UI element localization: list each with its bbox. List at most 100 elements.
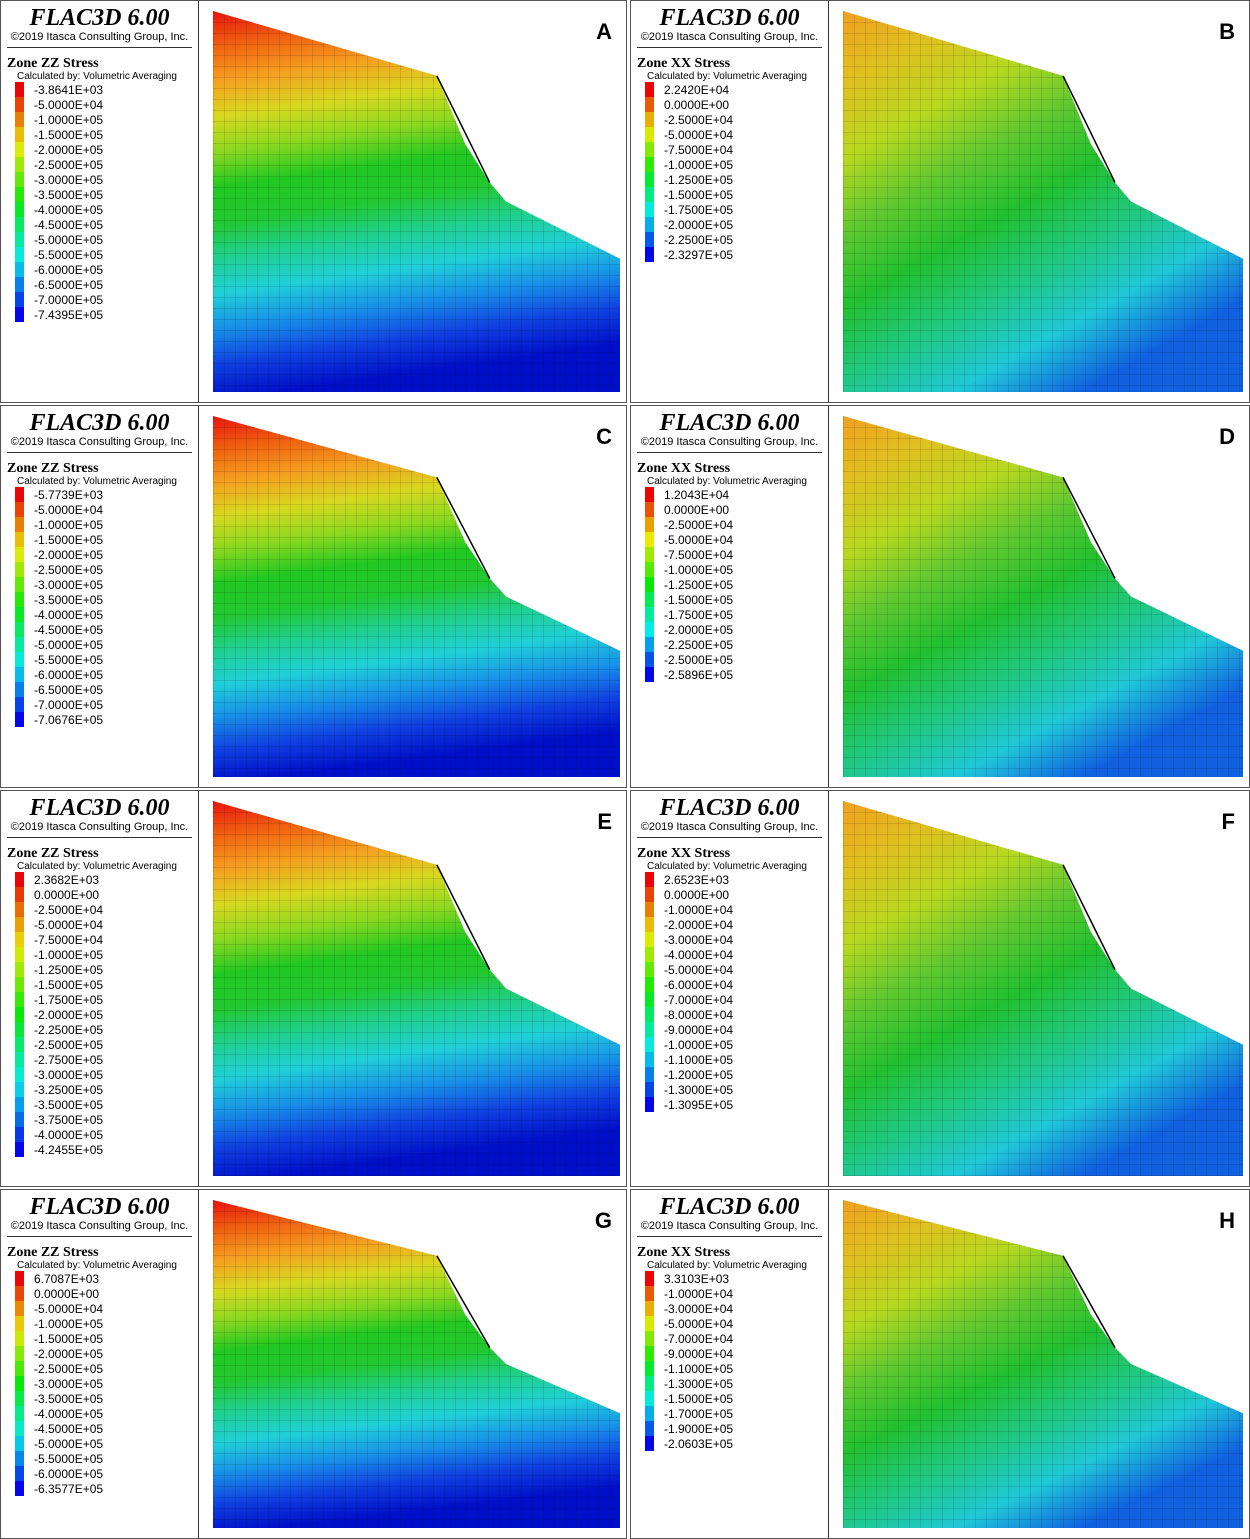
legend-row: -2.7500E+05 — [15, 1052, 192, 1067]
panel-label: C — [596, 424, 612, 449]
legend-swatch — [645, 1316, 654, 1331]
legend-swatch — [15, 637, 24, 652]
legend-swatch — [15, 917, 24, 932]
legend-swatch — [645, 1037, 654, 1052]
legend-row: -7.5000E+04 — [645, 142, 822, 157]
legend-row: -8.0000E+04 — [645, 1007, 822, 1022]
legend-entry: -2.5000E+05 — [664, 652, 734, 667]
legend-entry: -1.9000E+05 — [664, 1421, 734, 1436]
legend-entry: 2.2420E+04 — [664, 82, 730, 97]
legend-swatch — [645, 112, 654, 127]
legend-row: -5.5000E+05 — [15, 1451, 192, 1466]
legend-row: -3.0000E+04 — [645, 932, 822, 947]
legend-entry: -2.2500E+05 — [34, 1022, 104, 1037]
legend-swatch — [15, 1346, 24, 1361]
legend-swatch — [15, 487, 24, 502]
copyright: ©2019 Itasca Consulting Group, Inc. — [637, 31, 822, 48]
legend-swatch — [645, 592, 654, 607]
legend-row: -1.0000E+05 — [15, 947, 192, 962]
legend-row: -3.8641E+03 — [15, 82, 192, 97]
copyright: ©2019 Itasca Consulting Group, Inc. — [637, 1220, 822, 1237]
legend-entry: -4.5000E+05 — [34, 1421, 104, 1436]
legend-row: -2.2500E+05 — [15, 1022, 192, 1037]
legend-entry: -4.0000E+04 — [664, 947, 734, 962]
legend-swatch — [15, 932, 24, 947]
legend-row: -4.0000E+05 — [15, 202, 192, 217]
legend-entry: -1.5000E+05 — [34, 1331, 104, 1346]
legend-swatch — [645, 502, 654, 517]
legend-row: -5.7739E+03 — [15, 487, 192, 502]
legend-swatch — [15, 947, 24, 962]
legend-swatch — [15, 1391, 24, 1406]
legend-row: -2.2500E+05 — [645, 637, 822, 652]
legend-row: -2.0000E+05 — [15, 142, 192, 157]
legend-entry: -7.0676E+05 — [34, 712, 104, 727]
legend-row: -5.0000E+04 — [15, 1301, 192, 1316]
legend: FLAC3D 6.00 ©2019 Itasca Consulting Group… — [631, 406, 829, 787]
quantity: Zone ZZ Stress — [7, 846, 99, 861]
legend-row: -7.5000E+04 — [645, 547, 822, 562]
legend-row: -1.0000E+05 — [15, 112, 192, 127]
legend-row: -2.3297E+05 — [645, 247, 822, 262]
legend-swatch — [15, 682, 24, 697]
legend-swatch — [645, 1376, 654, 1391]
legend-swatch — [15, 142, 24, 157]
legend-entry: -5.0000E+04 — [34, 1301, 104, 1316]
mesh-overlay — [213, 416, 620, 777]
legend-row: -4.5000E+05 — [15, 622, 192, 637]
legend-entry: -1.3000E+05 — [664, 1376, 734, 1391]
legend-row: -2.0000E+05 — [645, 622, 822, 637]
legend-row: -2.2500E+05 — [645, 232, 822, 247]
legend-swatch — [645, 1286, 654, 1301]
legend-entry: -1.0000E+04 — [664, 1286, 734, 1301]
legend-swatch — [645, 1361, 654, 1376]
legend-swatch — [15, 172, 24, 187]
legend-swatch — [645, 1097, 654, 1112]
legend-swatch — [15, 127, 24, 142]
legend-swatch — [645, 962, 654, 977]
legend-row: -5.0000E+04 — [645, 962, 822, 977]
legend-row: -9.0000E+04 — [645, 1022, 822, 1037]
legend-row: -6.0000E+05 — [15, 667, 192, 682]
contour-plot — [213, 1200, 620, 1528]
legend-entry: -5.7739E+03 — [34, 487, 104, 502]
legend-row: -1.7500E+05 — [645, 607, 822, 622]
legend-swatch — [645, 622, 654, 637]
legend-row: -5.0000E+05 — [15, 637, 192, 652]
legend-row: -4.5000E+05 — [15, 1421, 192, 1436]
legend-entry: -1.0000E+05 — [34, 1316, 104, 1331]
legend-swatch — [15, 577, 24, 592]
legend-row: -7.5000E+04 — [15, 932, 192, 947]
legend-swatch — [645, 652, 654, 667]
legend-swatch — [15, 1301, 24, 1316]
legend-swatch — [15, 592, 24, 607]
legend-row: 0.0000E+00 — [645, 97, 822, 112]
legend-swatch — [15, 307, 24, 322]
legend-row: -1.0000E+04 — [645, 902, 822, 917]
legend-entry: -5.0000E+05 — [34, 637, 104, 652]
legend-entry: -1.0000E+04 — [664, 902, 734, 917]
legend-entry: -6.5000E+05 — [34, 682, 104, 697]
legend-swatch — [15, 532, 24, 547]
legend-row: 2.3682E+03 — [15, 872, 192, 887]
legend-swatch — [15, 517, 24, 532]
slope-line — [1062, 477, 1116, 579]
legend-row: -7.0000E+04 — [645, 1331, 822, 1346]
legend-swatch — [645, 562, 654, 577]
legend-row: -1.5000E+05 — [15, 532, 192, 547]
legend-swatch — [645, 1421, 654, 1436]
legend-entry: -1.5000E+05 — [34, 532, 104, 547]
legend-row: -1.5000E+05 — [645, 187, 822, 202]
legend-entry: -4.0000E+05 — [34, 1406, 104, 1421]
legend-entry: -7.0000E+04 — [664, 992, 734, 1007]
panel-label: A — [596, 19, 612, 44]
quantity: Zone ZZ Stress — [7, 1245, 99, 1260]
quantity: Zone XX Stress — [637, 56, 731, 71]
legend-row: 6.7087E+03 — [15, 1271, 192, 1286]
slope-line — [1062, 75, 1116, 183]
legend-entry: -3.5000E+05 — [34, 187, 104, 202]
legend: FLAC3D 6.00 ©2019 Itasca Consulting Group… — [1, 1, 199, 402]
legend-entry: -6.5000E+05 — [34, 277, 104, 292]
legend-entry: -1.1000E+05 — [664, 1361, 734, 1376]
